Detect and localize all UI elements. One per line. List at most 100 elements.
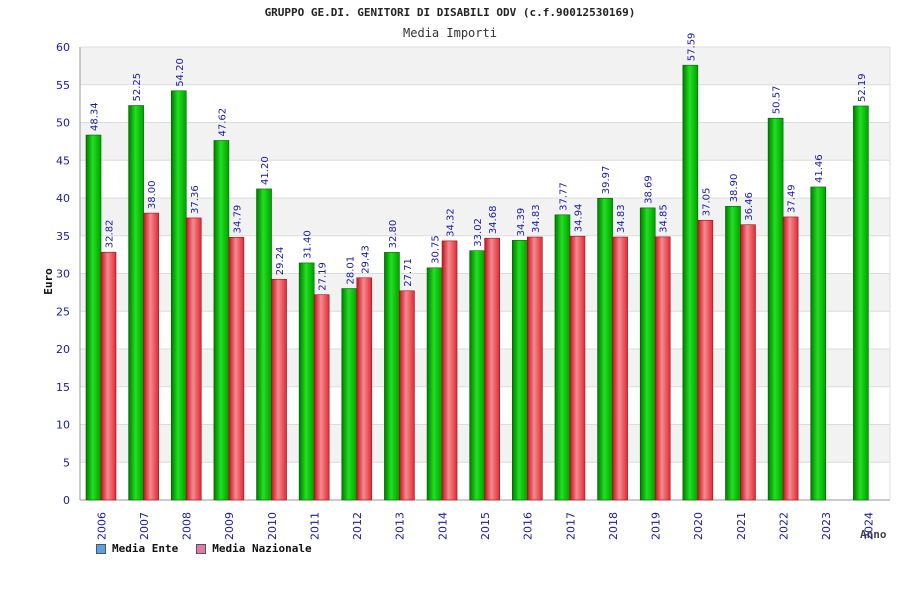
bar-ente [384, 252, 400, 501]
x-tick-label: 2020 [692, 512, 705, 540]
bar-nazionale [313, 294, 330, 501]
bar-ente [639, 207, 656, 501]
legend-swatch-nazionale [196, 543, 207, 554]
data-label: 36.46 [744, 192, 755, 221]
bar-ente [426, 267, 443, 501]
data-label: 38.90 [729, 174, 740, 203]
x-tick-label: 2022 [777, 512, 790, 540]
bar-ente [128, 105, 144, 501]
data-label: 34.83 [531, 204, 542, 233]
data-label: 31.40 [303, 230, 314, 259]
bar-ente [170, 90, 187, 501]
grid-band [80, 84, 890, 123]
x-tick-label: 2008 [181, 512, 194, 540]
legend-label-ente: Media Ente [112, 542, 179, 555]
data-label: 38.69 [644, 175, 655, 204]
bar-nazionale [654, 236, 671, 501]
x-tick-label: 2006 [95, 512, 108, 540]
x-tick-label: 2012 [351, 512, 364, 540]
x-tick-label: 2017 [564, 512, 577, 540]
bar-ente [682, 64, 699, 501]
data-label: 34.68 [488, 206, 499, 235]
x-tick-label: 2023 [820, 512, 833, 540]
x-tick-label: 2021 [735, 512, 748, 540]
x-tick-label: 2014 [436, 512, 449, 540]
bar-nazionale [697, 219, 714, 501]
bar-ente [597, 197, 613, 501]
legend-label-nazionale: Media Nazionale [212, 542, 312, 555]
data-label: 37.77 [558, 182, 569, 211]
x-tick-label: 2013 [394, 512, 407, 540]
x-tick-label: 2016 [522, 512, 535, 540]
bar-nazionale [356, 277, 373, 501]
y-tick-label: 10 [56, 419, 70, 432]
y-tick-label: 60 [56, 41, 70, 54]
x-tick-label: 2018 [607, 512, 620, 540]
bar-nazionale [228, 237, 245, 501]
y-tick-label: 5 [63, 456, 70, 469]
y-tick-label: 40 [56, 192, 70, 205]
x-tick-label: 2011 [308, 512, 321, 540]
legend: Media Ente Media Nazionale [96, 542, 312, 555]
data-label: 39.97 [601, 166, 612, 195]
bar-nazionale [271, 278, 287, 501]
bar-nazionale [143, 212, 159, 501]
chart-title: GRUPPO GE.DI. GENITORI DI DISABILI ODV (… [264, 6, 636, 19]
legend-item-ente: Media Ente [96, 542, 178, 555]
bar-nazionale [399, 290, 415, 501]
data-label: 52.25 [132, 73, 143, 102]
bar-ente [85, 134, 102, 501]
bar-ente [810, 186, 827, 501]
data-label: 37.36 [190, 185, 201, 214]
data-label: 52.19 [857, 73, 868, 102]
bar-nazionale [527, 236, 543, 501]
data-label: 37.49 [787, 184, 798, 213]
x-tick-label: 2010 [266, 512, 279, 540]
data-label: 48.34 [90, 102, 101, 131]
bar-ente [298, 262, 315, 501]
bar-nazionale [441, 240, 458, 501]
data-label: 29.24 [275, 247, 286, 276]
chart-subtitle: Media Importi [403, 26, 497, 40]
grid-band [80, 47, 890, 85]
data-label: 33.02 [473, 218, 484, 247]
x-tick-label: 2009 [223, 512, 236, 540]
data-label: 34.83 [616, 204, 627, 233]
bar-ente [853, 105, 869, 501]
y-tick-label: 15 [56, 381, 70, 394]
data-label: 34.94 [573, 204, 584, 233]
data-label: 34.79 [232, 205, 243, 234]
bar-ente [256, 188, 272, 501]
data-label: 34.85 [659, 204, 670, 233]
data-label: 27.19 [318, 262, 329, 291]
bar-ente [341, 288, 358, 501]
bar-nazionale [612, 236, 628, 501]
x-tick-label: 2007 [138, 512, 151, 540]
data-label: 54.20 [175, 58, 186, 87]
data-label: 41.46 [814, 154, 825, 183]
y-tick-label: 30 [56, 268, 70, 281]
data-label: 57.59 [686, 33, 697, 62]
data-label: 37.05 [701, 188, 712, 217]
y-tick-label: 25 [56, 305, 70, 318]
bar-nazionale [740, 224, 756, 501]
y-tick-label: 55 [56, 79, 70, 92]
data-label: 30.75 [431, 235, 442, 264]
x-tick-label: 2015 [479, 512, 492, 540]
data-label: 32.80 [388, 220, 399, 249]
bar-nazionale [782, 216, 799, 501]
data-label: 27.71 [403, 258, 414, 287]
legend-item-nazionale: Media Nazionale [196, 542, 312, 555]
bar-ente [725, 206, 741, 501]
data-label: 38.00 [147, 180, 158, 209]
bar-ente [213, 140, 230, 501]
data-label: 32.82 [105, 220, 116, 249]
y-tick-label: 50 [56, 117, 70, 130]
legend-swatch-ente [96, 543, 106, 554]
bar-ente [767, 117, 784, 501]
bar-ente [469, 250, 485, 501]
data-label: 41.20 [260, 156, 271, 185]
bar-ente [512, 240, 528, 501]
data-label: 28.01 [345, 256, 356, 285]
